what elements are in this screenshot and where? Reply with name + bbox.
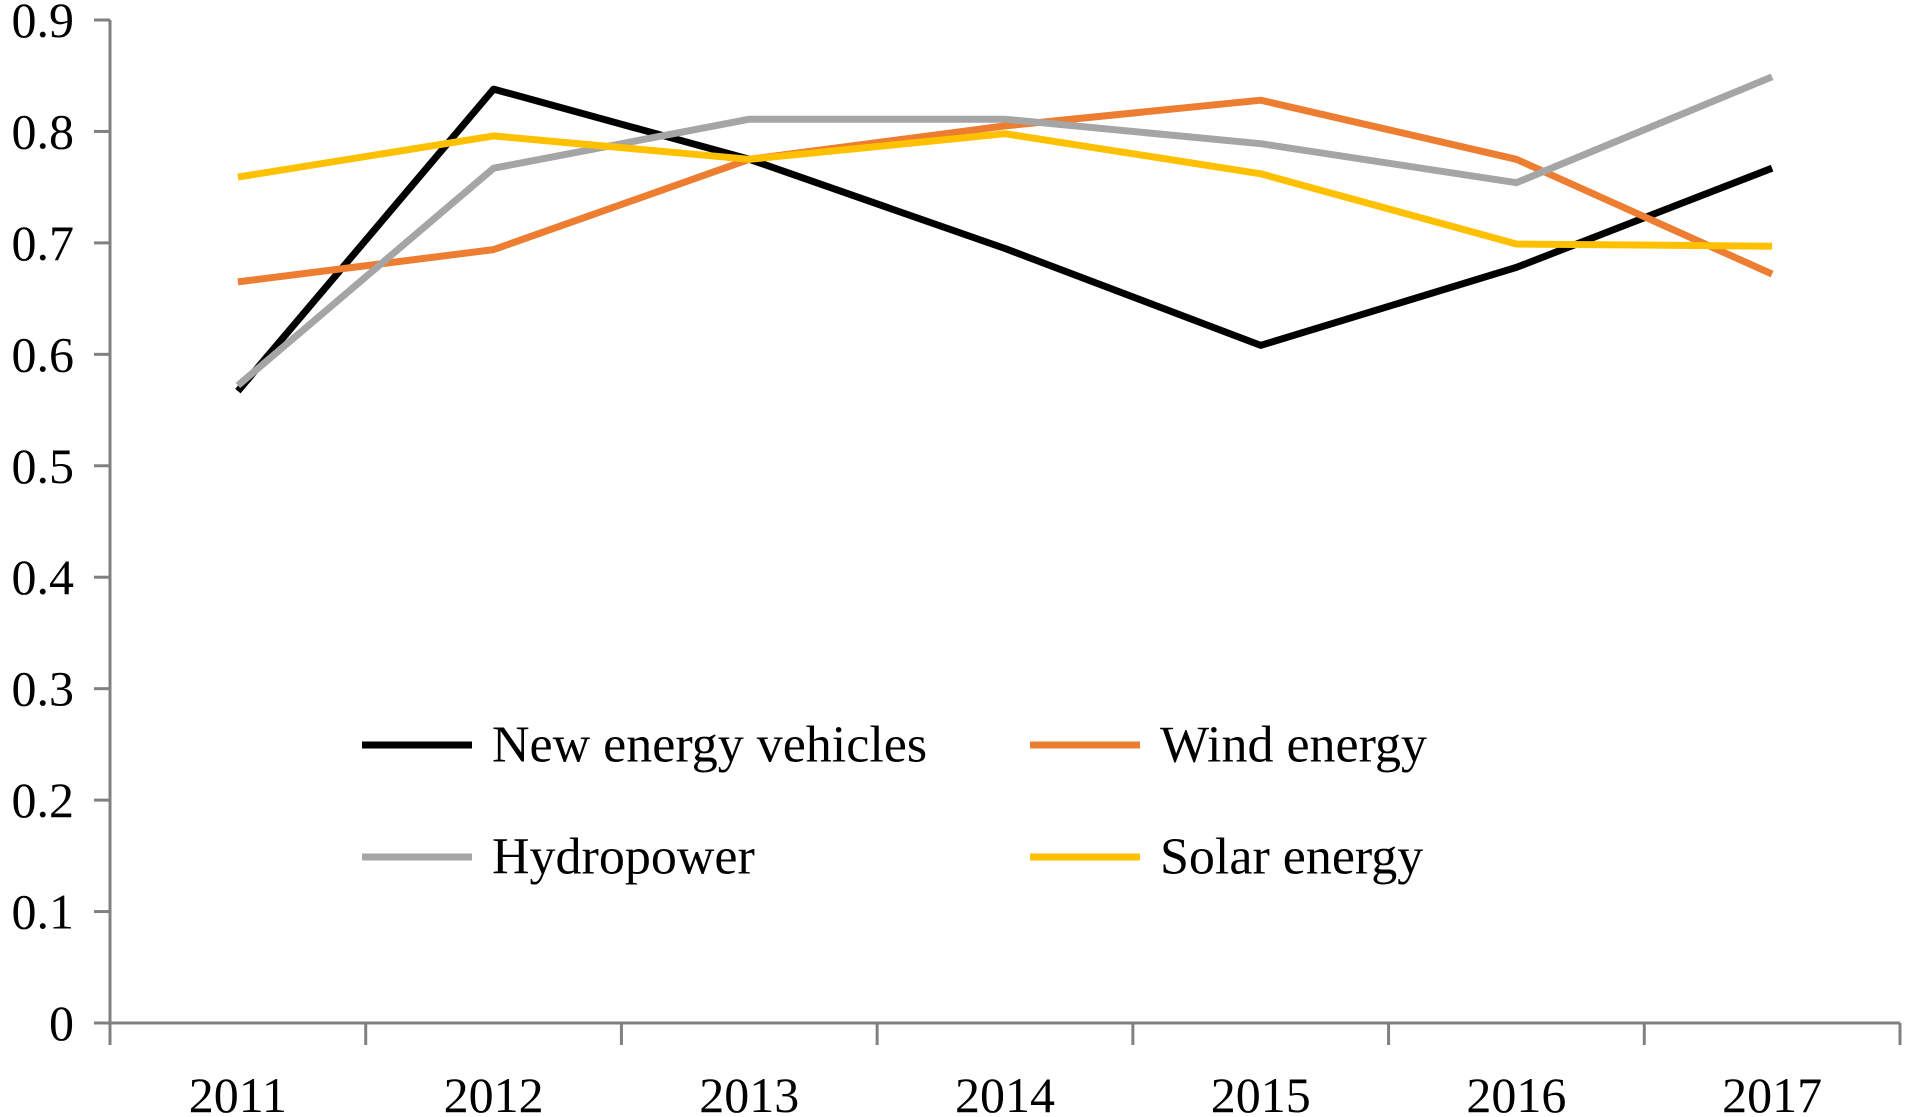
data-point <box>1260 143 1262 145</box>
data-point <box>748 158 750 160</box>
data-point <box>1771 273 1773 275</box>
legend-entry: Hydropower <box>362 829 755 886</box>
data-point <box>1771 245 1773 247</box>
y-tick-label: 0 <box>49 995 74 1051</box>
y-tick-label: 0.2 <box>12 772 75 828</box>
data-point <box>1260 173 1262 175</box>
x-tick-label: 2011 <box>189 1067 287 1117</box>
y-tick-label: 0.6 <box>12 326 75 382</box>
series-wind-energy <box>237 96 1774 286</box>
data-point <box>1004 247 1006 249</box>
data-point <box>493 167 495 169</box>
y-axis: 0 0.1 0.2 0.3 0.4 0.5 0.6 0.7 0.8 0.9 <box>12 0 112 1051</box>
data-point <box>237 281 239 283</box>
series-hydropower <box>235 73 1774 389</box>
series-line <box>235 85 1774 394</box>
y-tick-label: 0.9 <box>12 0 75 48</box>
data-point <box>493 135 495 137</box>
series-layer <box>235 73 1774 394</box>
y-tick-label: 0.5 <box>12 438 75 494</box>
data-point <box>1260 99 1262 101</box>
data-point <box>1771 167 1773 169</box>
legend-label: New energy vehicles <box>492 717 927 774</box>
x-tick-label: 2013 <box>699 1067 799 1117</box>
legend-entry: New energy vehicles <box>362 717 927 774</box>
y-tick-label: 0.7 <box>12 215 75 271</box>
data-point <box>237 390 239 392</box>
legend-entry: Wind energy <box>1030 717 1427 774</box>
data-point <box>1515 182 1517 184</box>
data-point <box>1515 266 1517 268</box>
data-point <box>237 385 239 387</box>
data-point <box>1771 76 1773 78</box>
series-line <box>235 73 1774 389</box>
data-point <box>237 176 239 178</box>
x-tick-label: 2012 <box>444 1067 544 1117</box>
x-tick-label: 2014 <box>955 1067 1055 1117</box>
legend: New energy vehicles Wind energy Hydropower… <box>362 717 1427 886</box>
legend-label: Solar energy <box>1160 829 1423 886</box>
legend-label: Hydropower <box>492 829 755 886</box>
series-new-energy-vehicles <box>235 85 1774 394</box>
data-point <box>1004 125 1006 127</box>
data-point <box>1004 118 1006 120</box>
data-point <box>493 88 495 90</box>
data-point <box>493 249 495 251</box>
series-line <box>237 130 1773 250</box>
series-solar-energy <box>237 130 1773 250</box>
legend-entry: Solar energy <box>1030 829 1423 886</box>
data-point <box>1515 243 1517 245</box>
y-tick-label: 0.1 <box>12 884 75 940</box>
data-point <box>1515 158 1517 160</box>
x-axis: 2011 2012 2013 2014 2015 2016 2017 <box>108 1021 1902 1117</box>
legend-label: Wind energy <box>1160 717 1427 774</box>
data-point <box>1260 344 1262 346</box>
y-tick-label: 0.4 <box>12 549 75 605</box>
x-tick-label: 2015 <box>1211 1067 1311 1117</box>
x-tick-label: 2017 <box>1722 1067 1822 1117</box>
series-line <box>237 96 1774 286</box>
y-tick-label: 0.3 <box>12 661 75 717</box>
data-point <box>1004 133 1006 135</box>
y-tick-label: 0.8 <box>12 103 75 159</box>
x-tick-label: 2016 <box>1466 1067 1566 1117</box>
data-point <box>748 118 750 120</box>
